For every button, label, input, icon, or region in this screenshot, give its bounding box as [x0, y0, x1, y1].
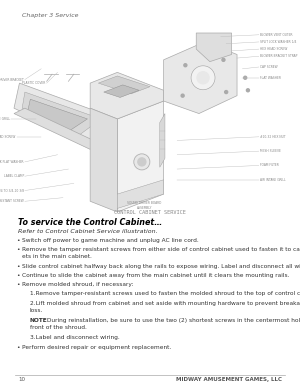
Text: HEX HEAD SCREW: HEX HEAD SCREW — [260, 47, 287, 51]
Text: : During reinstallation, be sure to use the two (2) shortest screws in the cente: : During reinstallation, be sure to use … — [43, 318, 300, 323]
Text: loss.: loss. — [30, 308, 43, 313]
Text: •: • — [16, 273, 20, 278]
Text: Remove the tamper resistant screws from either side of control cabinet used to f: Remove the tamper resistant screws from … — [22, 247, 300, 252]
Text: WIRE GRILL: WIRE GRILL — [0, 117, 10, 121]
Text: •: • — [16, 264, 20, 269]
Text: Refer to Control Cabinet Service illustration.: Refer to Control Cabinet Service illustr… — [18, 229, 158, 234]
Circle shape — [225, 90, 228, 94]
Text: •: • — [16, 345, 20, 350]
Circle shape — [138, 158, 146, 166]
Text: Continue to slide the cabinet away from the main cabinet until it clears the mou: Continue to slide the cabinet away from … — [22, 273, 290, 278]
Polygon shape — [28, 99, 87, 132]
Polygon shape — [104, 85, 139, 97]
Text: Perform desired repair or equipment replacement.: Perform desired repair or equipment repl… — [22, 345, 171, 350]
Polygon shape — [22, 92, 101, 135]
Text: ets in the main cabinet.: ets in the main cabinet. — [22, 254, 92, 259]
Polygon shape — [14, 83, 117, 144]
Text: Chapter 3 Service: Chapter 3 Service — [22, 13, 79, 18]
Text: FOAM FILTER: FOAM FILTER — [260, 163, 279, 168]
Circle shape — [244, 76, 247, 79]
Text: Switch off power to game machine and unplug AC line cord.: Switch off power to game machine and unp… — [22, 238, 199, 243]
Text: CAP SCREW: CAP SCREW — [260, 65, 278, 69]
Text: •: • — [16, 238, 20, 243]
Text: AIR INTAKE GRILL: AIR INTAKE GRILL — [260, 178, 285, 182]
Text: BLACK FLAT WASHER: BLACK FLAT WASHER — [0, 160, 24, 164]
Polygon shape — [90, 73, 164, 119]
Text: #10-32 HEX NUT: #10-32 HEX NUT — [260, 135, 285, 139]
Text: 10: 10 — [18, 377, 25, 382]
Text: MIDWAY AMUSEMENT GAMES, LLC: MIDWAY AMUSEMENT GAMES, LLC — [176, 377, 282, 382]
Polygon shape — [14, 108, 101, 149]
Text: 3.Label and disconnect wiring.: 3.Label and disconnect wiring. — [30, 336, 120, 341]
Text: SPLIT LOCK WASHER 1/4: SPLIT LOCK WASHER 1/4 — [260, 40, 296, 44]
Text: PLASTIC COVER: PLASTIC COVER — [22, 81, 46, 85]
Text: NOTE: NOTE — [30, 318, 48, 323]
Circle shape — [184, 64, 187, 67]
Text: 1.Remove tamper-resistant screws used to fasten the molded shroud to the top of : 1.Remove tamper-resistant screws used to… — [30, 291, 300, 296]
Text: FLAT WASHER: FLAT WASHER — [260, 76, 281, 80]
Text: •: • — [16, 282, 20, 287]
Text: SOUND DRIVER BOARD
ASSEMBLY: SOUND DRIVER BOARD ASSEMBLY — [128, 201, 162, 210]
Polygon shape — [196, 33, 232, 62]
Text: Slide control cabinet halfway back along the rails to expose wiring. Label and d: Slide control cabinet halfway back along… — [22, 264, 300, 269]
Text: DRILL DRIVER BRACKET: DRILL DRIVER BRACKET — [0, 78, 24, 81]
Text: 2.Lift molded shroud from cabinet and set aside with mounting hardware to preven: 2.Lift molded shroud from cabinet and se… — [30, 300, 300, 305]
Text: front of the shroud.: front of the shroud. — [30, 325, 87, 330]
Text: BLOWER VENT OUTER: BLOWER VENT OUTER — [260, 33, 292, 37]
Circle shape — [191, 66, 215, 90]
Text: •: • — [16, 247, 20, 252]
Circle shape — [181, 94, 184, 97]
Text: HEX HEAD SCREW: HEX HEAD SCREW — [0, 135, 16, 139]
Circle shape — [222, 58, 225, 61]
Text: LABEL CLAMP: LABEL CLAMP — [4, 174, 24, 178]
Polygon shape — [117, 180, 164, 208]
Circle shape — [134, 154, 150, 170]
Text: CONTROL CABINET SERVICE: CONTROL CABINET SERVICE — [114, 210, 186, 215]
Text: Remove molded shroud, if necessary:: Remove molded shroud, if necessary: — [22, 282, 134, 287]
Polygon shape — [160, 114, 165, 167]
Text: TAMPER RESISTANT SCREW: TAMPER RESISTANT SCREW — [0, 199, 24, 203]
Text: To service the Control Cabinet…: To service the Control Cabinet… — [18, 218, 162, 227]
Text: BLOWER BRACKET STRAP: BLOWER BRACKET STRAP — [260, 54, 297, 58]
Polygon shape — [98, 76, 150, 94]
Polygon shape — [90, 108, 117, 212]
Circle shape — [197, 72, 209, 84]
Text: 2-10/3/4 TO 3/4-10 3/8: 2-10/3/4 TO 3/4-10 3/8 — [0, 189, 24, 192]
Polygon shape — [117, 101, 164, 212]
Circle shape — [246, 89, 249, 92]
Text: MESH SLEEVE: MESH SLEEVE — [260, 149, 281, 153]
Polygon shape — [164, 42, 237, 114]
